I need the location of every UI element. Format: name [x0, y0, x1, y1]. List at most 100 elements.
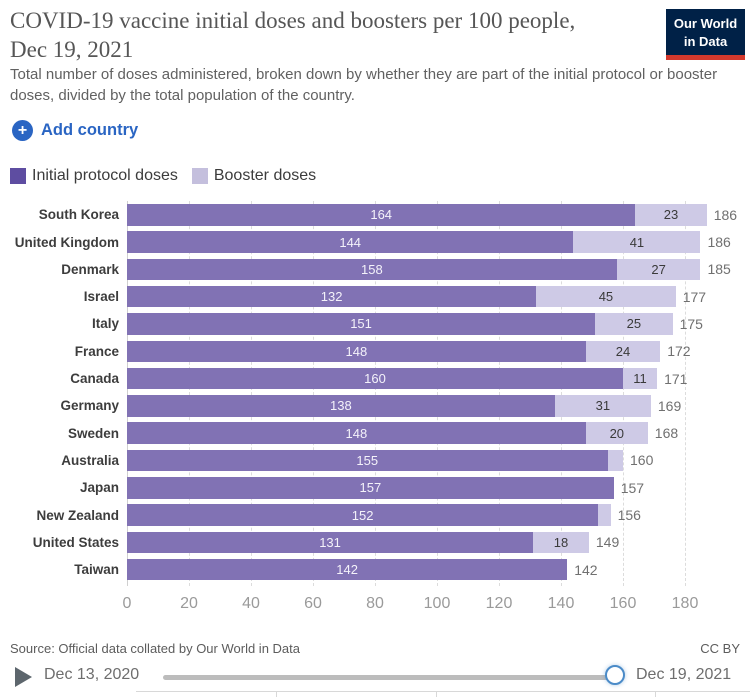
- chart-row: Sweden 148 20 168: [0, 422, 750, 444]
- country-label[interactable]: Germany: [60, 398, 119, 414]
- gridline: [685, 201, 686, 586]
- country-label[interactable]: Italy: [91, 316, 119, 332]
- legend-item-booster[interactable]: Booster doses: [191, 167, 316, 185]
- gridline: [499, 201, 500, 586]
- footer-row: Source: Official data collated by Our Wo…: [10, 641, 740, 656]
- total-value-label: 160: [630, 452, 654, 469]
- bar-segment-initial[interactable]: 144: [127, 231, 574, 253]
- owid-logo[interactable]: Our World in Data: [666, 9, 745, 61]
- bar-segment-initial[interactable]: 138: [127, 395, 555, 417]
- bar-segment-initial[interactable]: 148: [127, 340, 586, 362]
- chart-row: Australia 155 160: [0, 449, 750, 472]
- bar-segment-booster[interactable]: 20: [585, 422, 648, 444]
- legend-swatch-booster-icon: [191, 168, 208, 184]
- x-axis-tick-label: 160: [609, 595, 637, 612]
- total-value-label: 156: [617, 507, 641, 524]
- country-label[interactable]: United Kingdom: [14, 234, 119, 250]
- legend-item-initial[interactable]: Initial protocol doses: [10, 167, 178, 185]
- country-label[interactable]: Taiwan: [74, 562, 119, 578]
- chart-row: Israel 132 45 177: [0, 285, 750, 308]
- chart-row: Denmark 158 27 185: [0, 258, 750, 281]
- x-axis-tick-label: 80: [366, 595, 384, 612]
- gridline: [437, 201, 438, 586]
- bar-segment-initial[interactable]: 157: [127, 477, 614, 499]
- total-value-label: 186: [713, 206, 738, 223]
- bar-segment-booster[interactable]: [598, 504, 611, 526]
- bar-segment-booster[interactable]: 11: [623, 367, 658, 390]
- bar-segment-initial[interactable]: 158: [127, 258, 617, 281]
- bar-segment-booster[interactable]: 24: [585, 340, 661, 362]
- chart-row: United Kingdom 144 41 186: [0, 231, 750, 253]
- country-label[interactable]: Japan: [79, 480, 119, 496]
- country-label[interactable]: Denmark: [61, 261, 119, 277]
- bar-segment-booster[interactable]: 27: [616, 258, 701, 281]
- cutoff-table-edge: [136, 691, 750, 697]
- bar-segment-booster[interactable]: 23: [635, 204, 707, 226]
- bar-segment-booster[interactable]: 25: [595, 313, 673, 335]
- country-label[interactable]: Israel: [83, 289, 119, 305]
- chart-row: Italy 151 25 175: [0, 313, 750, 335]
- chart-row: South Korea 164 23 186: [0, 204, 750, 226]
- bar-segment-initial[interactable]: 152: [127, 504, 599, 526]
- total-value-label: 172: [667, 343, 691, 360]
- chart-row: United States 131 18 149: [0, 531, 750, 554]
- gridlines: [127, 201, 687, 586]
- country-label[interactable]: Sweden: [67, 425, 119, 441]
- bar-segment-initial[interactable]: 160: [127, 367, 623, 390]
- country-label[interactable]: France: [74, 343, 119, 359]
- total-value-label: 175: [679, 315, 703, 332]
- plus-circle-icon: +: [12, 120, 33, 141]
- total-value-label: 185: [707, 261, 731, 278]
- country-label[interactable]: Australia: [61, 452, 119, 468]
- country-label[interactable]: Canada: [70, 371, 119, 387]
- chart-row: Japan 157 157: [0, 477, 750, 499]
- chart-row: Taiwan 142 142: [0, 558, 750, 581]
- bar-segment-booster[interactable]: [607, 449, 623, 472]
- timeline-slider: Dec 13, 2020 Dec 19, 2021: [0, 662, 750, 692]
- play-icon[interactable]: [15, 667, 32, 687]
- chart-row: Canada 160 11 171: [0, 367, 750, 390]
- country-label[interactable]: South Korea: [38, 207, 119, 223]
- chart-row: France 148 24 172: [0, 340, 750, 362]
- bar-segment-booster[interactable]: 18: [533, 531, 589, 554]
- bar-segment-booster[interactable]: 45: [536, 285, 676, 308]
- total-value-label: 186: [707, 234, 731, 251]
- x-axis-tick-label: 60: [304, 595, 322, 612]
- bar-segment-initial[interactable]: 148: [127, 422, 586, 444]
- license-link[interactable]: CC BY: [700, 641, 740, 656]
- total-value-label: 149: [595, 534, 620, 551]
- gridline: [313, 201, 314, 586]
- x-axis-tick-label: 100: [423, 595, 451, 612]
- bar-segment-initial[interactable]: 132: [127, 285, 537, 308]
- country-label[interactable]: United States: [32, 534, 119, 550]
- gridline: [127, 201, 128, 586]
- bar-segment-initial[interactable]: 155: [127, 449, 608, 472]
- timeline-track[interactable]: [163, 675, 618, 680]
- timeline-handle[interactable]: [605, 665, 625, 685]
- chart-legend: Initial protocol doses Booster doses: [10, 167, 316, 185]
- chart-row: New Zealand 152 156: [0, 504, 750, 526]
- x-axis-tick-label: 140: [547, 595, 575, 612]
- total-value-label: 169: [657, 397, 682, 414]
- add-country-button[interactable]: + Add country: [12, 120, 138, 141]
- bar-segment-booster[interactable]: 41: [573, 231, 701, 253]
- chart-row: Germany 138 31 169: [0, 395, 750, 417]
- gridline: [561, 201, 562, 586]
- gridline: [623, 201, 624, 586]
- total-value-label: 171: [664, 370, 688, 387]
- bar-segment-initial[interactable]: 151: [127, 313, 596, 335]
- gridline: [375, 201, 376, 586]
- bar-segment-initial[interactable]: 131: [127, 531, 534, 554]
- bar-segment-booster[interactable]: 31: [554, 395, 651, 417]
- owid-logo-red-bar: [666, 55, 745, 61]
- gridline: [251, 201, 252, 586]
- bar-segment-initial[interactable]: 164: [127, 204, 636, 226]
- total-value-label: 168: [654, 425, 679, 442]
- timeline-end-date: Dec 19, 2021: [636, 666, 732, 683]
- x-axis-tick-label: 40: [242, 595, 260, 612]
- x-axis: 0 20 40 60 80 100 120 140 160 180: [123, 595, 699, 619]
- country-label[interactable]: New Zealand: [36, 507, 119, 523]
- add-country-label: Add country: [41, 121, 139, 139]
- x-axis-tick-label: 0: [122, 595, 132, 612]
- bar-segment-initial[interactable]: 142: [127, 558, 568, 581]
